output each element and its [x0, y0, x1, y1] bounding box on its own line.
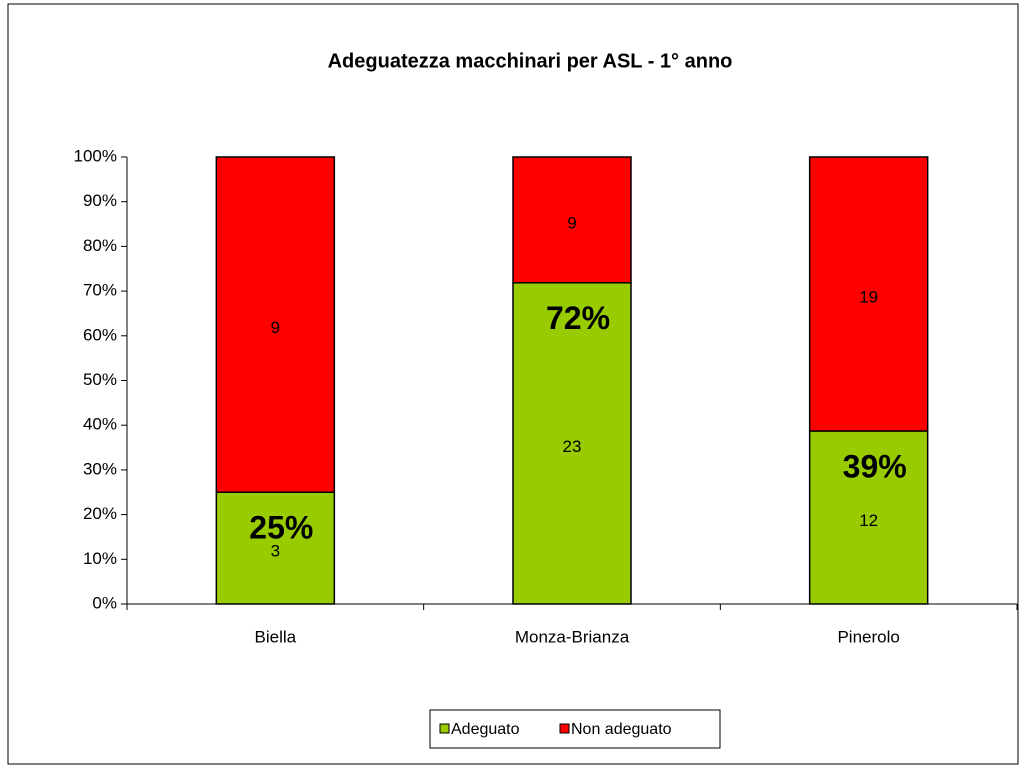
percent-label: 25% — [249, 510, 313, 546]
bar-segment — [215, 491, 336, 605]
y-tick-label: 40% — [83, 415, 117, 434]
legend-swatch — [439, 723, 450, 734]
y-tick-label: 50% — [83, 370, 117, 389]
data-label: 3 — [271, 542, 280, 561]
chart-title: Adeguatezza macchinari per ASL - 1° anno — [328, 50, 733, 72]
bar-segment — [512, 281, 632, 605]
x-tick-label: Pinerolo — [837, 627, 899, 646]
legend-label: Adeguato — [451, 721, 520, 738]
y-tick-label: 20% — [83, 504, 117, 523]
bar-segment — [808, 430, 929, 605]
percent-label: 72% — [546, 300, 610, 336]
data-label: 23 — [563, 437, 582, 456]
y-tick-label: 80% — [83, 236, 117, 255]
bar-segment — [215, 156, 336, 493]
y-tick-label: 100% — [74, 146, 117, 165]
x-tick-label: Monza-Brianza — [515, 627, 630, 646]
data-label: 19 — [859, 287, 878, 306]
y-tick-label: 10% — [83, 549, 117, 568]
y-tick-label: 90% — [83, 191, 117, 210]
y-tick-label: 30% — [83, 459, 117, 478]
data-label: 12 — [859, 511, 878, 530]
x-tick-label: Biella — [255, 627, 297, 646]
y-tick-label: 70% — [83, 281, 117, 300]
percent-label: 39% — [843, 448, 907, 484]
bar-segment — [512, 156, 632, 284]
legend-swatch — [559, 723, 570, 734]
legend-box — [429, 709, 721, 749]
data-label: 9 — [567, 213, 576, 232]
y-tick-label: 0% — [92, 593, 117, 612]
y-tick-label: 60% — [83, 325, 117, 344]
legend-label: Non adeguato — [571, 721, 672, 738]
data-label: 9 — [271, 318, 280, 337]
bar-segment — [808, 156, 929, 432]
